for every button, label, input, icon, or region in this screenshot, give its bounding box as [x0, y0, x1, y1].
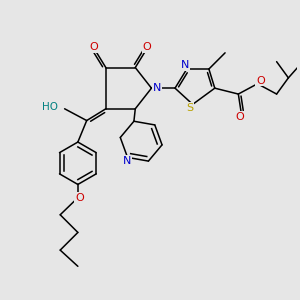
Text: O: O	[256, 76, 265, 86]
Text: HO: HO	[42, 102, 58, 112]
Text: O: O	[90, 42, 98, 52]
Text: O: O	[236, 112, 244, 122]
Text: N: N	[153, 83, 161, 93]
Text: O: O	[75, 193, 84, 203]
Text: O: O	[143, 42, 152, 52]
Text: N: N	[123, 156, 132, 166]
Text: N: N	[181, 61, 190, 70]
Text: S: S	[186, 103, 193, 113]
